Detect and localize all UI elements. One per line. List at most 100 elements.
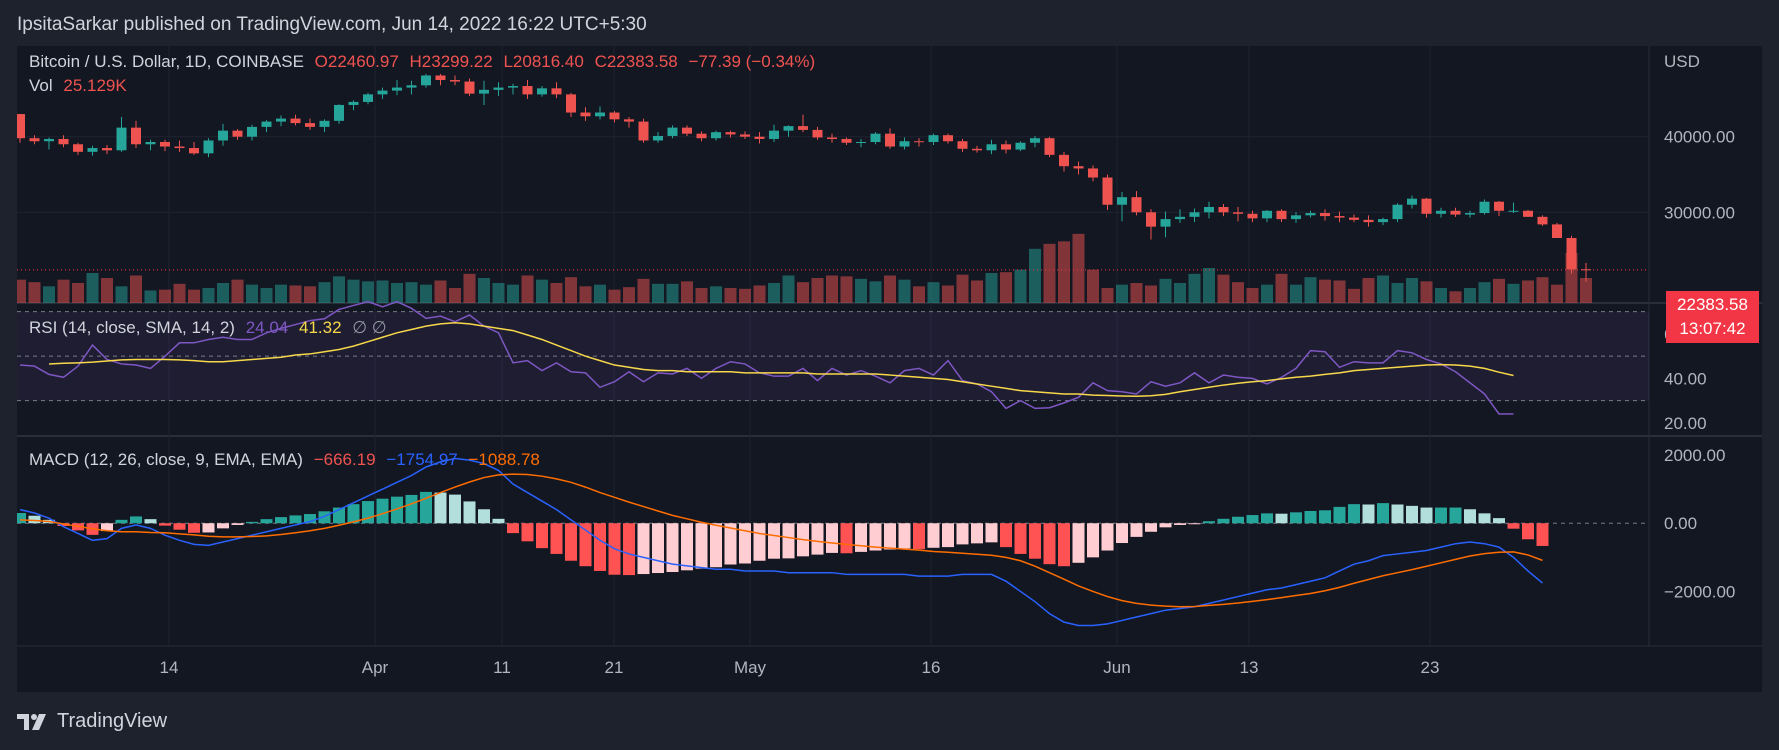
- price-tick-label: 40000.00: [1664, 128, 1735, 147]
- candle-body: [305, 123, 315, 127]
- volume-bar: [985, 273, 998, 303]
- macd-hist-bar: [144, 519, 157, 524]
- macd-hist-bar: [318, 511, 331, 524]
- candle-body: [537, 88, 547, 95]
- volume-bar: [405, 282, 418, 303]
- volume-bar: [1203, 268, 1215, 303]
- volume-bar: [1116, 284, 1128, 303]
- high-value: H23299.22: [409, 52, 493, 71]
- time-tick-label: 13: [1240, 658, 1259, 677]
- macd-hist-bar: [1000, 523, 1012, 548]
- candle-body: [189, 148, 199, 154]
- publisher-header: IpsitaSarkar published on TradingView.co…: [17, 14, 647, 35]
- volume-bar: [869, 281, 882, 303]
- candle-body: [464, 81, 475, 94]
- time-tick-label: 16: [922, 658, 941, 677]
- candle-body: [319, 120, 330, 127]
- volume-bar: [1478, 282, 1491, 303]
- macd-hist-bar: [159, 523, 171, 526]
- volume-bar: [159, 289, 171, 303]
- macd-legend: MACD (12, 26, close, 9, EMA, EMA) −666.1…: [29, 450, 546, 470]
- macd-hist-bar: [289, 515, 302, 524]
- candle-body: [87, 148, 98, 152]
- candle-body: [1291, 215, 1301, 220]
- candle-body: [1262, 210, 1272, 219]
- macd-hist-bar: [956, 523, 969, 545]
- macd-hist-bar: [28, 515, 41, 524]
- candle-body: [682, 127, 692, 134]
- candle-body: [421, 75, 431, 86]
- candle-body: [1001, 144, 1011, 150]
- volume-bar: [434, 280, 447, 303]
- volume-bar: [86, 273, 99, 303]
- candle-body: [1218, 207, 1229, 213]
- macd-hist-bar: [188, 523, 200, 533]
- volume-bar: [1319, 279, 1331, 303]
- volume-bar: [275, 284, 287, 303]
- volume-bar: [289, 285, 302, 303]
- candle-body: [1030, 138, 1040, 143]
- currency-label[interactable]: USD: [1664, 52, 1700, 71]
- price-tick-label: 30000.00: [1664, 203, 1735, 222]
- symbol-label[interactable]: Bitcoin / U.S. Dollar, 1D, COINBASE: [29, 52, 304, 71]
- macd-hist-bar: [695, 523, 708, 569]
- candle-body: [1552, 224, 1562, 238]
- candle-body: [885, 133, 895, 147]
- rsi-legend: RSI (14, close, SMA, 14, 2) 24.04 41.32 …: [29, 318, 393, 338]
- macd-hist-bar: [855, 523, 867, 552]
- macd-hist-bar: [202, 523, 215, 533]
- macd-hist-bar: [840, 523, 853, 554]
- macd-hist-bar: [521, 523, 534, 542]
- macd-hist-bar: [1174, 523, 1186, 525]
- candle-body: [1566, 237, 1577, 270]
- macd-hist-bar: [550, 523, 563, 554]
- macd-hist-bar: [681, 523, 693, 571]
- volume-bar: [536, 279, 548, 303]
- rsi-label[interactable]: RSI (14, close, SMA, 14, 2): [29, 318, 235, 337]
- candle-body: [566, 94, 576, 113]
- candle-body: [696, 133, 707, 139]
- macd-hist-bar: [666, 523, 679, 573]
- candle-body: [1233, 212, 1243, 214]
- chart-area[interactable]: 40000.0030000.0060.0040.0020.002000.000.…: [17, 46, 1762, 692]
- candle-body: [508, 86, 518, 88]
- macd-hist-bar: [1478, 513, 1491, 524]
- macd-hist-bar: [1130, 523, 1143, 537]
- macd-hist-bar: [1116, 523, 1128, 544]
- ohlc-legend: Bitcoin / U.S. Dollar, 1D, COINBASE O224…: [29, 52, 821, 72]
- volume-bar: [579, 286, 592, 303]
- volume-bar: [884, 275, 896, 303]
- volume-bar: [695, 288, 708, 303]
- candle-body: [1175, 216, 1185, 220]
- volume-bar: [1348, 288, 1360, 303]
- volume-bar: [1159, 278, 1172, 303]
- macd-hist-bar: [594, 523, 606, 571]
- volume-label[interactable]: Vol: [29, 76, 53, 95]
- candle-body: [450, 80, 460, 82]
- volume-bar: [913, 286, 925, 303]
- macd-hist-bar: [507, 523, 519, 534]
- macd-hist-bar: [1493, 518, 1505, 524]
- macd-hist-bar: [1145, 523, 1157, 532]
- macd-hist-bar: [652, 523, 664, 574]
- tradingview-logo-icon: [17, 713, 46, 730]
- candle-body: [160, 141, 170, 147]
- open-value: O22460.97: [314, 52, 399, 71]
- candle-body: [580, 112, 591, 117]
- macd-hist-bar: [1087, 523, 1099, 558]
- footer-brand[interactable]: TradingView: [17, 710, 167, 733]
- volume-bar: [826, 275, 838, 303]
- volume-bar: [1449, 291, 1462, 303]
- volume-bar: [1232, 282, 1244, 303]
- last-price: 22383.58: [1677, 295, 1748, 314]
- time-tick-label: 11: [493, 658, 511, 677]
- chart-svg[interactable]: 40000.0030000.0060.0040.0020.002000.000.…: [17, 46, 1762, 692]
- macd-label[interactable]: MACD (12, 26, close, 9, EMA, EMA): [29, 450, 303, 469]
- volume-bar: [840, 276, 853, 303]
- volume-bar: [478, 278, 490, 303]
- rsi-tick-label: 20.00: [1664, 414, 1707, 433]
- macd-hist-bar: [971, 523, 983, 544]
- volume-bar: [420, 284, 432, 303]
- macd-hist-bar: [405, 494, 418, 524]
- volume-bar: [855, 278, 867, 303]
